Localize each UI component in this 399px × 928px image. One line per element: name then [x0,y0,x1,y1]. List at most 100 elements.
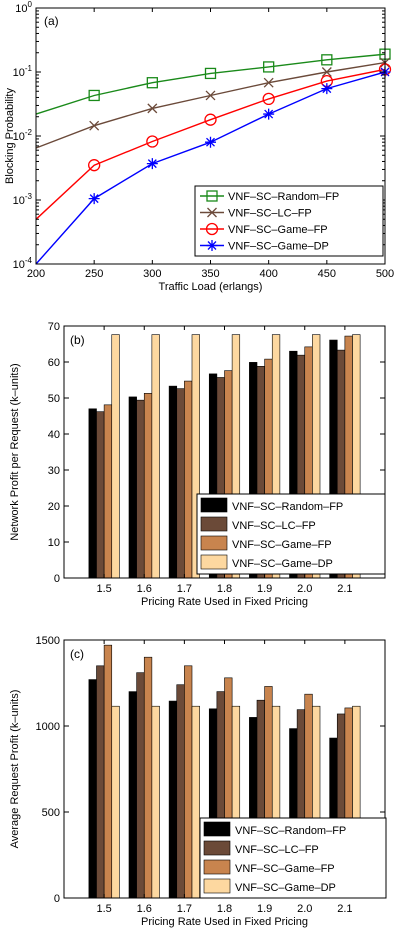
bar [151,334,160,579]
legend-swatch [203,821,231,837]
bar [128,691,137,899]
y-axis-label: Blocking Probability [4,88,16,184]
bar [184,380,193,579]
x-tick-label: 450 [318,268,336,280]
data-point [146,158,158,170]
legend-label: VNF–SC–LC–FP [228,208,312,220]
x-tick-label: 1.5 [96,903,111,915]
data-point [263,61,275,73]
bar [111,334,120,579]
bar [168,385,178,579]
bar [88,679,97,899]
legend-box [196,493,386,575]
legend-label: VNF–SC–LC–FP [232,520,316,532]
x-tick-label: 300 [143,268,161,280]
panel-label: (b) [70,333,85,347]
legend-swatch [200,535,228,551]
legend-marker [206,240,218,251]
y-axis-label: Network Profit per Request (k–units) [9,363,21,540]
x-tick-label: 350 [201,268,219,280]
legend-swatch [200,516,228,532]
y-tick-label: 10 [48,537,60,549]
legend-box [199,817,387,899]
legend-label: VNF–SC–Random–FP [232,501,343,513]
legend-swatch [203,840,231,856]
bar [143,393,153,579]
data-point [146,77,158,89]
data-point [205,136,216,148]
data-point [321,54,333,66]
x-tick-label: 2.1 [337,583,352,595]
y-tick-label: 0 [54,573,60,585]
bar [143,656,153,899]
x-tick-label: 400 [259,268,277,280]
y-tick-label: 10-3 [13,192,33,207]
bar [176,388,185,579]
legend-label: VNF–SC–Game–DP [232,558,333,570]
bar [191,705,200,899]
bar [136,399,145,579]
y-tick-label: 0 [54,893,60,905]
legend: VNF–SC–Random–FP VNF–SC–LC–FP VNF–SC–Game–… [194,185,384,257]
bar [96,411,105,579]
y-tick-label: 100 [15,0,32,15]
legend-label: VNF–SC–Random–FP [228,191,339,203]
x-tick-label: 1.7 [177,903,192,915]
data-point [262,92,275,106]
legend-label: VNF–SC–Game–FP [232,539,332,551]
legend-swatch [203,878,231,894]
data-point [263,77,274,88]
x-tick-label: 200 [27,268,45,280]
x-tick-label: 250 [85,268,103,280]
legend-swatch [200,554,228,570]
y-tick-label: 10-1 [13,64,33,79]
bar [111,705,120,899]
x-tick-label: 2.0 [297,583,312,595]
bar [136,672,145,899]
bar [168,700,178,899]
bar [96,665,105,899]
bar [151,705,160,899]
x-axis-label: Pricing Rate Used in Fixed Pricing [141,916,308,928]
legend-label: VNF–SC–Game–FP [235,863,335,875]
y-tick-label: 1000 [36,721,60,733]
legend-swatch [203,859,231,875]
data-point [204,113,217,126]
x-tick-label: 1.7 [177,583,192,595]
y-tick-label: 20 [48,501,60,513]
data-point [147,103,158,114]
x-tick-label: 1.9 [257,903,272,915]
data-point [204,67,217,80]
data-point [89,120,100,131]
bar [88,408,97,579]
legend-swatch [200,497,228,513]
data-point [263,108,275,120]
legend-marker [205,222,219,236]
panel-label: (c) [70,647,84,661]
x-tick-label: 1.5 [96,583,111,595]
y-tick-label: 10-2 [13,128,33,143]
legend: VNF–SC–Random–FP VNF–SC–LC–FP VNF–SC–Game–… [196,493,386,575]
x-tick-label: 2.0 [297,903,312,915]
x-tick-label: 2.1 [337,903,352,915]
legend-label: VNF–SC–Random–FP [235,825,346,837]
bar [103,644,113,899]
legend-marker [207,207,217,218]
y-tick-label: 10-4 [13,256,33,271]
y-tick-label: 30 [48,465,60,477]
data-point [146,135,159,148]
y-axis-label: Average Request Profit (k–units) [9,690,21,849]
legend-label: VNF–SC–Game–DP [228,241,329,253]
data-point [321,83,333,95]
panel-a: 200 250 300 350 400 450 500 10-4 10-3 10-2 10-1 100… [4,0,394,293]
legend-label: VNF–SC–Game–DP [235,882,336,894]
bar [128,396,137,579]
data-point [88,159,101,172]
x-tick-label: 1.6 [137,583,152,595]
x-axis-label: Pricing Rate Used in Fixed Pricing [141,596,308,608]
series-line [35,68,386,220]
x-tick-label: 500 [376,268,394,280]
bar [176,684,185,899]
x-tick-label: 1.8 [217,583,232,595]
